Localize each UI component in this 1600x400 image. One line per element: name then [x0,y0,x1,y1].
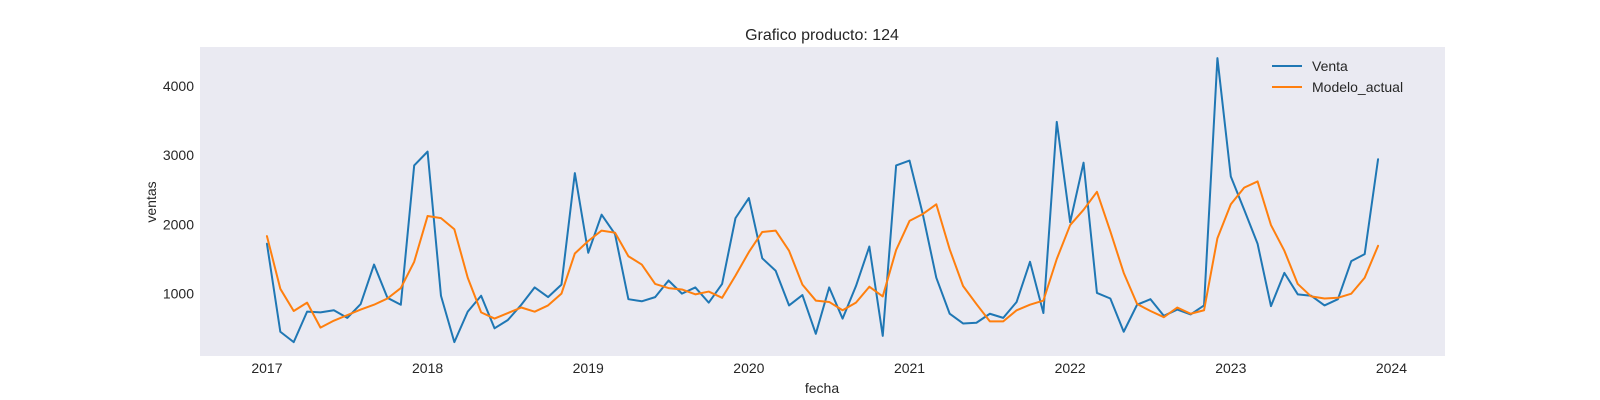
y-tick-labels: 1000 2000 3000 4000 [163,78,194,302]
x-axis-label: fecha [805,380,839,396]
legend-label: Venta [1312,58,1348,74]
y-tick-label: 4000 [163,78,194,94]
x-tick-label: 2019 [573,360,604,376]
x-tick-label: 2021 [894,360,925,376]
x-tick-labels: 2017 2018 2019 2020 2021 2022 2023 2024 [251,360,1407,376]
legend: Venta Modelo_actual [1272,58,1403,95]
y-tick-label: 2000 [163,216,194,232]
plot-background [200,47,1445,356]
x-tick-label: 2020 [733,360,764,376]
series-lines [265,57,1380,344]
chart-title: Grafico producto: 124 [745,27,899,44]
y-axis-label: ventas [143,181,159,222]
y-tick-label: 1000 [163,286,194,302]
x-tick-label: 2017 [251,360,282,376]
x-tick-label: 2023 [1215,360,1246,376]
legend-label: Modelo_actual [1312,79,1403,95]
series-line-modelo-actual [265,180,1380,329]
x-tick-label: 2018 [412,360,443,376]
x-tick-label: 2022 [1055,360,1086,376]
x-tick-label: 2024 [1376,360,1407,376]
y-tick-label: 3000 [163,147,194,163]
